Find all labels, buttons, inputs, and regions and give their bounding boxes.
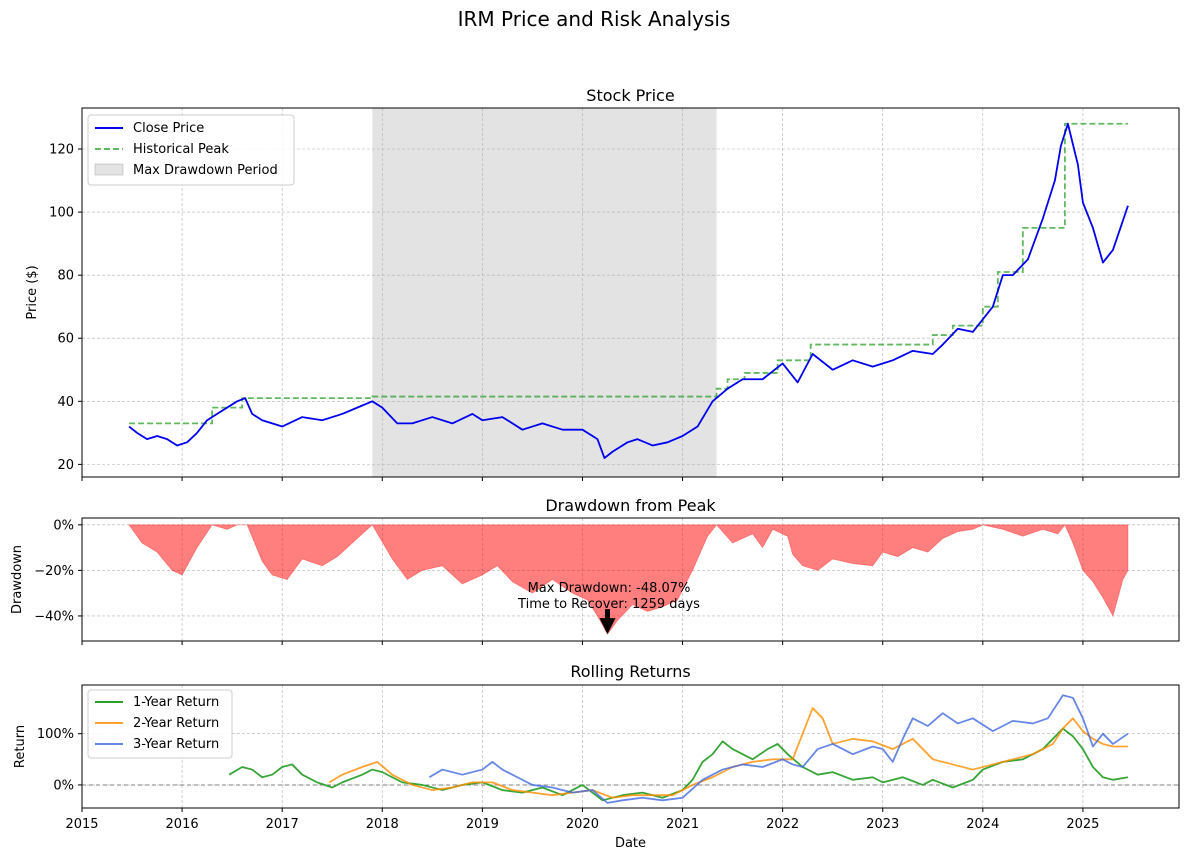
max-drawdown-period-band bbox=[372, 108, 717, 477]
x-tick-label: 2023 bbox=[866, 817, 899, 832]
returns-legend-box bbox=[87, 689, 233, 759]
drawdown-y-tick-label: −40% bbox=[34, 609, 74, 624]
close-price-line bbox=[128, 122, 1129, 459]
price-y-tick-label: 60 bbox=[57, 332, 74, 347]
drawdown-y-axis-label: Drawdown bbox=[10, 545, 25, 614]
returns-panel: 2015 2016 2017 2018 2019 2020 2021 2022 2023 2024… bbox=[13, 662, 1180, 851]
legend-label-max-drawdown-period: Max Drawdown Period bbox=[133, 163, 278, 178]
price-panel-title: Stock Price bbox=[586, 86, 674, 105]
max-drawdown-annotation: Max Drawdown: -48.07% Time to Recover: 1… bbox=[517, 581, 700, 635]
price-y-tick-label: 100 bbox=[49, 206, 74, 221]
historical-peak-line bbox=[129, 122, 1128, 425]
returns-axes-frame bbox=[81, 684, 1180, 809]
annotation-line-max-drawdown: Max Drawdown: -48.07% bbox=[528, 581, 691, 596]
x-tick-label: 2020 bbox=[566, 817, 599, 832]
legend-label-3-year-return: 3-Year Return bbox=[133, 737, 219, 752]
returns-panel-title: Rolling Returns bbox=[570, 662, 690, 681]
annotation-arrow bbox=[599, 609, 616, 635]
price-panel: 20 40 60 80 100 120 Stock Price Price ($) Clo… bbox=[25, 86, 1180, 481]
x-tick-label: 2016 bbox=[166, 817, 199, 832]
drawdown-axes-frame bbox=[81, 517, 1180, 642]
three-year-return-line bbox=[428, 694, 1129, 804]
legend-label-1-year-return: 1-Year Return bbox=[133, 695, 219, 710]
drawdown-panel: 0% −20% −40% Drawdown from Peak Drawdown M… bbox=[10, 496, 1180, 645]
price-y-tick-label: 40 bbox=[57, 395, 74, 410]
price-y-tick-label: 80 bbox=[57, 269, 74, 284]
x-tick-label: 2019 bbox=[466, 817, 499, 832]
x-axis-label: Date bbox=[615, 836, 646, 851]
x-tick-label: 2024 bbox=[966, 817, 999, 832]
returns-legend: 1-Year Return 2-Year Return 3-Year Retur… bbox=[87, 689, 233, 759]
legend-label-historical-peak: Historical Peak bbox=[133, 142, 229, 157]
drawdown-y-tick-label: 0% bbox=[53, 518, 74, 533]
x-tick-label: 2022 bbox=[766, 817, 799, 832]
price-y-tick-label: 120 bbox=[49, 143, 74, 158]
legend-label-2-year-return: 2-Year Return bbox=[133, 716, 219, 731]
returns-y-tick-label: 0% bbox=[53, 778, 74, 793]
x-tick-label: 2017 bbox=[266, 817, 299, 832]
drawdown-y-tick-label: −20% bbox=[34, 564, 74, 579]
price-axes-frame bbox=[81, 107, 1180, 478]
two-year-return-line bbox=[328, 707, 1128, 799]
annotation-line-time-to-recover: Time to Recover: 1259 days bbox=[517, 597, 700, 612]
figure-title: IRM Price and Risk Analysis bbox=[458, 7, 731, 31]
returns-y-tick-label: 100% bbox=[37, 727, 74, 742]
drawdown-panel-title: Drawdown from Peak bbox=[545, 496, 716, 515]
legend-label-close-price: Close Price bbox=[133, 121, 204, 136]
drawdown-area bbox=[128, 524, 1129, 635]
price-y-tick-label: 20 bbox=[57, 458, 74, 473]
returns-y-axis-label: Return bbox=[13, 725, 28, 768]
x-tick-label: 2018 bbox=[366, 817, 399, 832]
x-tick-label: 2015 bbox=[65, 817, 98, 832]
price-legend: Close Price Historical Peak Max Drawdown… bbox=[87, 114, 295, 186]
price-legend-box bbox=[87, 114, 295, 186]
x-tick-label: 2021 bbox=[666, 817, 699, 832]
x-tick-label: 2025 bbox=[1066, 817, 1099, 832]
one-year-return-line bbox=[228, 727, 1129, 802]
price-y-axis-label: Price ($) bbox=[25, 265, 40, 319]
legend-swatch-max-drawdown-period bbox=[94, 163, 124, 176]
